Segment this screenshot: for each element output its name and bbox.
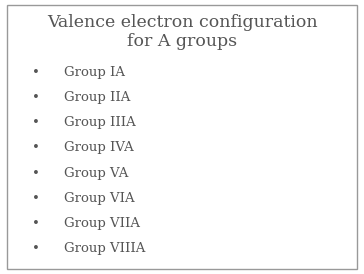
Text: •: • bbox=[32, 91, 40, 104]
Text: Group IA: Group IA bbox=[64, 66, 125, 79]
Text: Group IVA: Group IVA bbox=[64, 141, 134, 154]
Text: Group VIIIA: Group VIIIA bbox=[64, 242, 145, 255]
Text: Group IIA: Group IIA bbox=[64, 91, 130, 104]
Text: Group IIIA: Group IIIA bbox=[64, 116, 135, 129]
Text: •: • bbox=[32, 141, 40, 154]
Text: •: • bbox=[32, 217, 40, 230]
Text: •: • bbox=[32, 167, 40, 179]
FancyBboxPatch shape bbox=[7, 5, 357, 269]
Text: Group VIIA: Group VIIA bbox=[64, 217, 140, 230]
Text: •: • bbox=[32, 66, 40, 79]
Text: •: • bbox=[32, 242, 40, 255]
Text: Group VIA: Group VIA bbox=[64, 192, 134, 205]
Text: Group VA: Group VA bbox=[64, 167, 128, 179]
Text: Valence electron configuration
for A groups: Valence electron configuration for A gro… bbox=[47, 14, 317, 50]
Text: •: • bbox=[32, 116, 40, 129]
Text: •: • bbox=[32, 192, 40, 205]
